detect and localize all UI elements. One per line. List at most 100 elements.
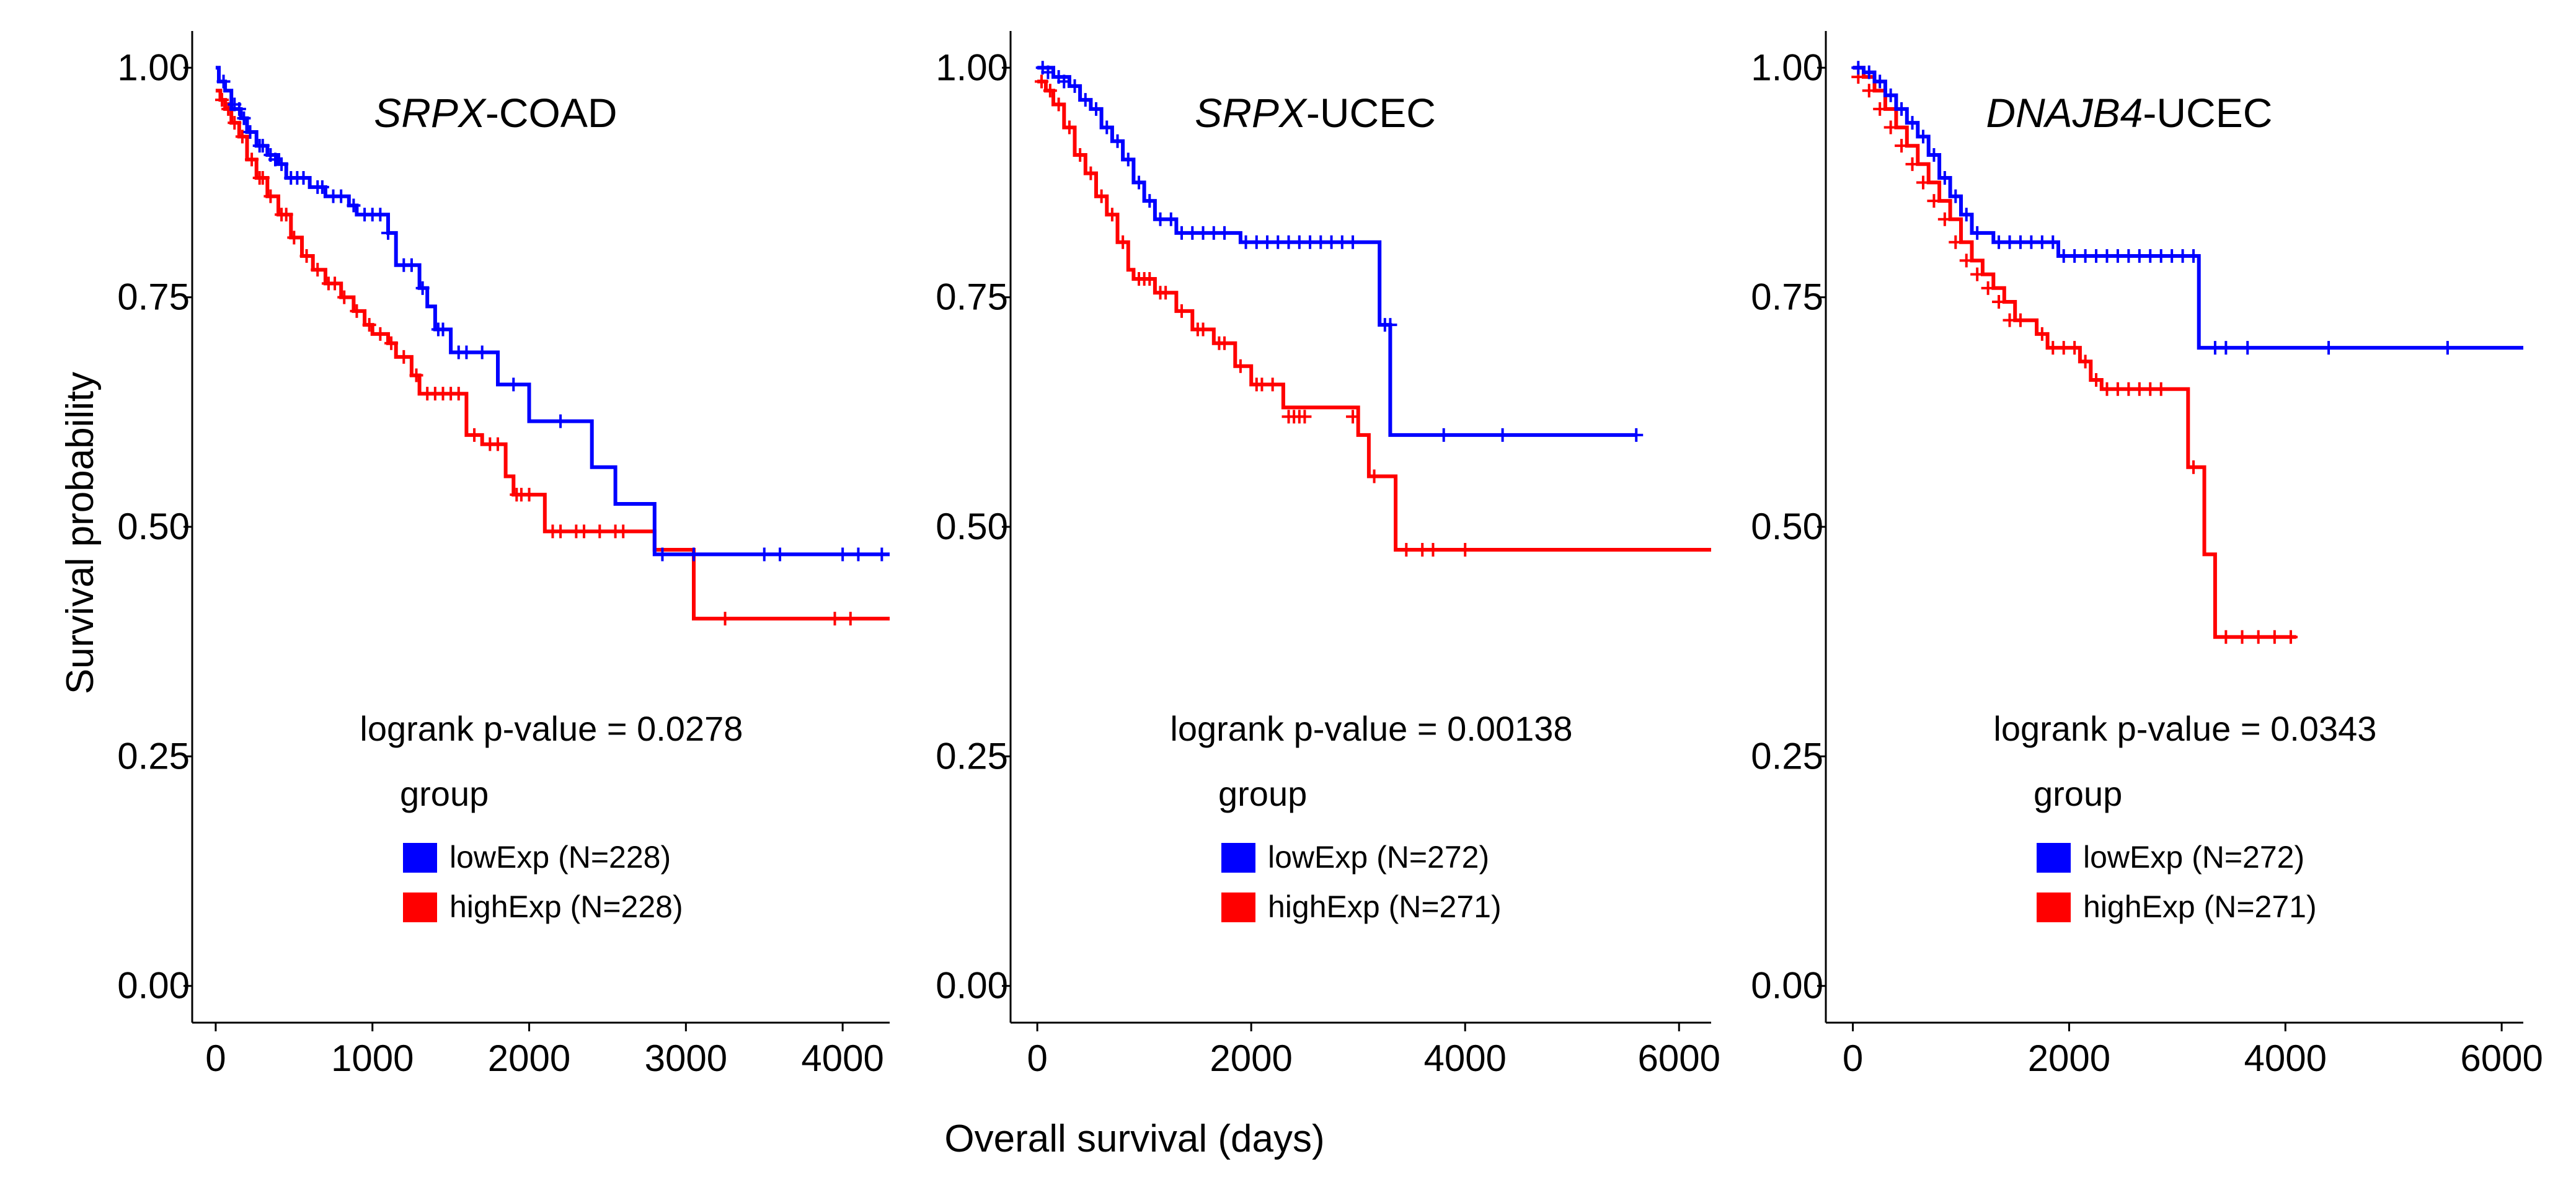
dnajb4-ucec-y-tick-label: 1.00 xyxy=(1751,46,1823,88)
dnajb4-ucec-lowexp-censor-mark xyxy=(2219,341,2233,355)
srpx-coad-highexp-censor-mark xyxy=(577,524,591,539)
dnajb4-ucec-panel: 0.00 0.25 0.50 0.75 1.00 0 2000 4000 6000 DNAJB4-… xyxy=(1751,31,2543,1079)
srpx-ucec-lowexp-censor-mark xyxy=(1218,226,1232,240)
dnajb4-ucec-y-tick-label: 0.25 xyxy=(1751,735,1823,777)
srpx-coad-lowexp-censor-mark xyxy=(851,547,865,562)
srpx-ucec-lowexp-censor-mark xyxy=(1346,235,1360,249)
dnajb4-ucec-lowexp-censor-mark xyxy=(2187,249,2201,263)
srpx-ucec-y-tick-label: 1.00 xyxy=(936,46,1008,88)
srpx-ucec-lowexp-censor-mark xyxy=(1164,212,1178,226)
srpx-coad-highexp-censor-mark xyxy=(328,276,342,291)
srpx-ucec-highexp-censor-mark xyxy=(1399,543,1414,557)
dnajb4-ucec-lowexp-censor-mark xyxy=(2322,341,2336,355)
srpx-coad-lowexp-censor-mark xyxy=(415,281,430,295)
srpx-coad-highexp-censor-mark xyxy=(616,524,631,539)
srpx-ucec-highexp-censor-mark xyxy=(1116,235,1130,249)
srpx-coad-lowexp-censor-mark xyxy=(275,157,289,171)
srpx-ucec-lowexp-censor-mark xyxy=(1132,175,1146,190)
srpx-coad-highexp-censor-mark xyxy=(554,524,568,539)
dnajb4-ucec-highexp-censor-mark xyxy=(2089,372,2104,387)
srpx-ucec-pvalue: logrank p-value = 0.00138 xyxy=(1170,709,1572,748)
dnajb4-ucec-lowexp-censor-mark xyxy=(1895,102,1909,116)
srpx-coad-x-tick-label: 3000 xyxy=(645,1038,727,1079)
srpx-coad-lowexp-censor-mark xyxy=(347,198,361,213)
srpx-coad-legend-label-highexp: highExp (N=228) xyxy=(449,889,683,924)
srpx-coad-lowexp-censor-mark xyxy=(836,547,850,562)
srpx-ucec-y-tick-label: 0.25 xyxy=(936,735,1008,777)
srpx-coad-x-tick-label: 1000 xyxy=(331,1038,414,1079)
srpx-coad-lowexp-censor-mark xyxy=(554,414,568,428)
srpx-ucec-lowexp-censor-mark xyxy=(1078,93,1092,107)
srpx-ucec-highexp-censor-mark xyxy=(1298,410,1312,424)
dnajb4-ucec-highexp-censor-mark xyxy=(2013,313,2027,327)
dnajb4-ucec-highexp-censor-mark xyxy=(2251,630,2265,644)
dnajb4-ucec-legend-title: group xyxy=(2034,774,2122,813)
srpx-coad-lowexp-censor-mark xyxy=(296,171,311,185)
dnajb4-ucec-lowexp-censor-mark xyxy=(1927,148,1941,162)
srpx-ucec-lowexp-censor-mark xyxy=(1110,134,1125,148)
srpx-coad-lowexp-censor-mark xyxy=(475,345,489,359)
srpx-ucec-highexp-censor-mark xyxy=(1233,359,1247,373)
dnajb4-ucec-highexp-censor-mark xyxy=(2078,355,2092,369)
dnajb4-ucec-highexp-censor-mark xyxy=(1883,120,1898,134)
srpx-coad-lowexp-censor-mark xyxy=(243,125,257,139)
dnajb4-ucec-lowexp-censor-mark xyxy=(2241,341,2255,355)
srpx-ucec-lowexp-censor-mark xyxy=(1143,194,1157,208)
srpx-coad-y-tick-label: 0.00 xyxy=(117,965,190,1007)
srpx-coad-panel: 0.00 0.25 0.50 0.75 1.00 0 1000 2000 3000 4000 SRP… xyxy=(117,31,890,1079)
srpx-ucec-lowexp-censor-mark xyxy=(1041,65,1055,79)
srpx-coad-highexp-censor-mark xyxy=(843,612,857,626)
srpx-ucec-highexp-censor-mark xyxy=(1094,189,1109,203)
srpx-ucec-highexp-censor-mark xyxy=(1084,166,1098,180)
srpx-ucec-highexp-censor-mark xyxy=(1196,322,1210,337)
dnajb4-ucec-lowexp-censor-mark xyxy=(2046,235,2060,249)
srpx-coad-lowexp-censor-mark xyxy=(232,102,246,116)
srpx-coad-highexp-censor-mark xyxy=(263,189,278,203)
srpx-coad-lowexp-censor-mark xyxy=(381,226,396,240)
dnajb4-ucec-highexp-censor-mark xyxy=(1927,194,1941,208)
srpx-ucec-lowexp-censor-mark xyxy=(1057,74,1071,89)
srpx-coad-highexp-censor-mark xyxy=(362,318,376,332)
srpx-ucec-x-tick-label: 6000 xyxy=(1638,1038,1720,1079)
srpx-coad-lowexp-censor-mark xyxy=(373,208,387,222)
srpx-coad-highexp-censor-mark xyxy=(397,350,411,364)
dnajb4-ucec-highexp-censor-mark xyxy=(1970,267,1985,281)
srpx-coad-highexp-censor-mark xyxy=(409,368,423,382)
dnajb4-ucec-x-tick-label: 2000 xyxy=(2028,1038,2110,1079)
srpx-ucec-x-tick-label: 0 xyxy=(1027,1038,1047,1079)
dnajb4-ucec-highexp-censor-mark xyxy=(2219,630,2233,644)
dnajb4-ucec-lowexp-censor-mark xyxy=(1873,74,1887,89)
dnajb4-ucec-y-tick-label: 0.75 xyxy=(1751,276,1823,318)
srpx-coad-highexp-censor-mark xyxy=(228,116,242,130)
srpx-coad-highexp-censor-mark xyxy=(522,488,536,502)
srpx-ucec-lowexp-censor-mark xyxy=(1436,428,1451,442)
dnajb4-ucec-x-tick-label: 0 xyxy=(1843,1038,1863,1079)
srpx-ucec-title: SRPX-UCEC xyxy=(1195,90,1436,136)
srpx-ucec-legend-title: group xyxy=(1218,774,1307,813)
srpx-ucec-lowexp-censor-mark xyxy=(1100,120,1114,134)
srpx-coad-highexp-censor-mark xyxy=(235,130,249,144)
srpx-ucec-highexp-censor-mark xyxy=(1035,74,1049,89)
srpx-ucec-highexp-censor-mark xyxy=(1265,377,1280,392)
srpx-coad-lowexp-censor-mark xyxy=(507,377,521,392)
srpx-coad-highexp-censor-mark xyxy=(350,304,364,318)
dnajb4-ucec-lowexp-censor-mark xyxy=(1883,88,1898,102)
dnajb4-ucec-highexp-censor-mark xyxy=(2284,630,2298,644)
srpx-coad-lowexp-censor-mark xyxy=(773,547,787,562)
dnajb4-ucec-lowexp-censor-mark xyxy=(1851,61,1866,75)
dnajb4-ucec-lowexp-censor-mark xyxy=(2440,341,2454,355)
srpx-ucec-highexp-censor-mark xyxy=(1143,272,1157,286)
srpx-coad-lowexp-censor-mark xyxy=(459,345,474,359)
x-axis-label: Overall survival (days) xyxy=(944,1117,1324,1160)
srpx-coad-lowexp-censor-mark xyxy=(237,111,251,125)
srpx-coad-legend-swatch-highexp xyxy=(403,892,437,922)
srpx-coad-lowexp-censor-mark xyxy=(686,547,701,562)
srpx-coad-lowexp-censor-mark xyxy=(404,258,418,272)
srpx-ucec-lowexp-censor-mark xyxy=(1495,428,1510,442)
dnajb4-ucec-highexp-censor-mark xyxy=(1916,175,1930,190)
srpx-ucec-lowexp-censor-mark xyxy=(1121,152,1135,167)
dnajb4-ucec-highexp-censor-mark xyxy=(1992,295,2006,309)
dnajb4-ucec-pvalue: logrank p-value = 0.0343 xyxy=(1993,709,2376,748)
srpx-coad-highexp-censor-mark xyxy=(718,612,732,626)
srpx-coad-lowexp-censor-mark xyxy=(655,547,670,562)
